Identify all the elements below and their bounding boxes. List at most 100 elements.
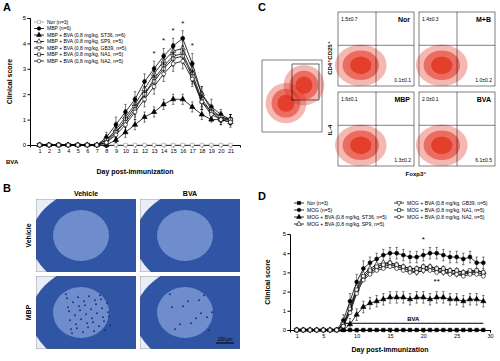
- tick-label: 5: [23, 15, 27, 21]
- marker: [455, 272, 459, 276]
- error-bar: [415, 251, 417, 263]
- marker: [200, 100, 204, 104]
- tick-label: 25: [454, 333, 460, 339]
- tissue: [140, 276, 240, 349]
- marker: [143, 143, 146, 146]
- error-bar: [395, 247, 397, 259]
- axis-line: [288, 235, 291, 331]
- marker: [322, 328, 325, 331]
- infiltrate: [83, 300, 85, 302]
- infiltrate: [208, 329, 210, 331]
- tick-label: 3: [23, 66, 27, 72]
- infiltrate: [95, 303, 97, 305]
- legend-label: MBP + BVA (0.8 mg/kg, SP9, n=5): [47, 38, 123, 44]
- legend-label: MOG + BVA (0.8 mg/kg, ST36, n=5): [307, 214, 387, 220]
- marker: [37, 142, 42, 147]
- marker: [468, 272, 472, 276]
- legend-label: MBP + BVA (0.8 mg/kg, GB39, n=5): [47, 45, 127, 51]
- marker: [124, 123, 128, 127]
- marker: [415, 270, 419, 274]
- marker: [328, 328, 331, 331]
- legend-label: MOG + BVA (0.8 mg/kg, SP9, n=5): [307, 221, 384, 227]
- series: [38, 31, 233, 147]
- series-line: [297, 263, 484, 330]
- quadrant-value: 6.1±0.5: [475, 157, 492, 163]
- marker: [199, 111, 204, 116]
- error-bar: [153, 79, 155, 94]
- marker: [95, 143, 98, 146]
- marker: [441, 294, 446, 299]
- marker: [455, 328, 458, 331]
- error-bar: [201, 94, 203, 109]
- marker: [421, 264, 426, 269]
- legend-marker: [297, 201, 300, 204]
- series-line: [297, 253, 484, 330]
- marker: [435, 270, 439, 274]
- marker: [434, 294, 439, 299]
- legend-marker: [37, 20, 40, 23]
- panel-b: BVehicleBVAVehicleMBP100 μm: [3, 182, 295, 361]
- legend: Nor (n=3)MBP (n=6)MBP + BVA (0.8 mg/kg, …: [34, 19, 127, 64]
- marker: [66, 143, 69, 146]
- marker: [321, 328, 325, 332]
- series-line: [40, 38, 231, 145]
- tick-label: 18: [199, 148, 205, 154]
- cell-density: [335, 45, 387, 86]
- series: [295, 328, 485, 331]
- legend-marker: [397, 215, 401, 219]
- marker: [414, 271, 419, 276]
- marker: [151, 109, 156, 114]
- series: [37, 41, 233, 147]
- legend-marker: [297, 221, 302, 225]
- tick: 2: [23, 92, 30, 98]
- marker: [435, 267, 438, 270]
- legend-marker: [297, 214, 302, 218]
- marker: [171, 62, 175, 66]
- tick-label: 4: [283, 251, 287, 257]
- marker: [328, 328, 332, 332]
- tick-mark: [28, 69, 31, 70]
- quadrant-line: [457, 92, 458, 166]
- marker: [428, 269, 432, 273]
- error-bar: [220, 115, 222, 125]
- cell-density: [416, 45, 468, 86]
- cell-density: [431, 136, 452, 154]
- infiltrate: [206, 316, 208, 318]
- marker: [447, 296, 452, 301]
- marker: [442, 267, 445, 270]
- marker: [37, 142, 42, 147]
- cell-density: [296, 77, 313, 94]
- tick: 2: [283, 289, 290, 295]
- error-bar: [469, 251, 471, 263]
- infiltrate: [104, 329, 106, 331]
- marker: [368, 269, 371, 272]
- marker: [37, 143, 42, 148]
- histology-image: [140, 199, 240, 272]
- tick-label: 5: [77, 148, 80, 154]
- gate-label: CD4⁺CD25⁺: [327, 41, 333, 75]
- scale-bar: [216, 343, 234, 344]
- marker: [328, 328, 332, 332]
- marker: [56, 143, 61, 148]
- error-bar: [134, 104, 136, 119]
- marker: [421, 269, 426, 274]
- marker: [481, 269, 486, 274]
- marker: [355, 292, 359, 296]
- marker: [75, 142, 80, 147]
- marker: [435, 328, 438, 331]
- marker: [124, 143, 127, 146]
- infiltrate: [85, 313, 87, 315]
- series-line: [40, 56, 231, 145]
- marker: [315, 328, 318, 331]
- marker: [401, 294, 406, 299]
- infiltrate: [106, 302, 108, 304]
- marker: [327, 327, 332, 332]
- tick-label: 0: [23, 142, 27, 148]
- marker: [408, 328, 411, 331]
- marker: [162, 143, 165, 146]
- tick-mark: [288, 311, 291, 312]
- marker: [321, 328, 325, 332]
- tick-mark: [28, 43, 31, 44]
- marker: [355, 328, 358, 331]
- tick-label: 10: [354, 333, 360, 339]
